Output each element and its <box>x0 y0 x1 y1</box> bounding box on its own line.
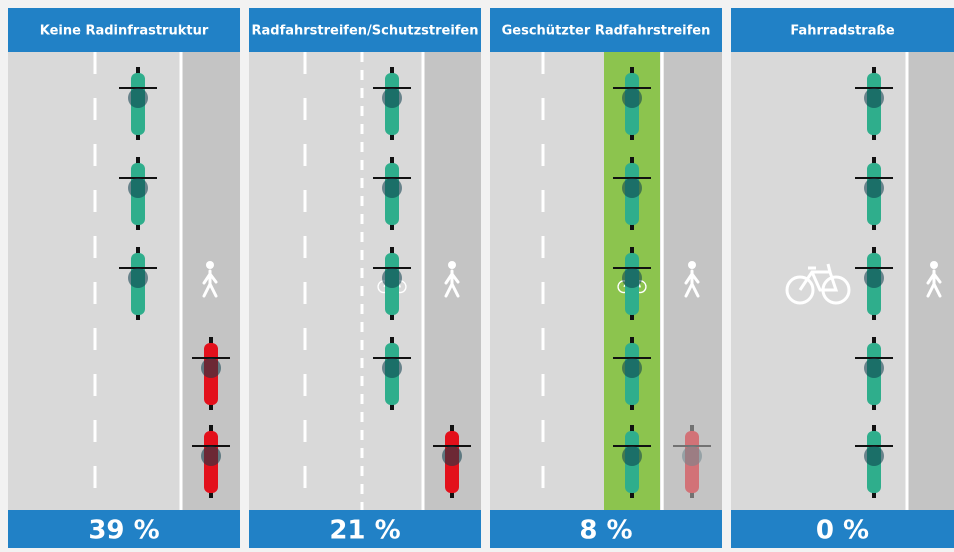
panel-header <box>8 8 240 52</box>
panel-header <box>731 8 954 52</box>
panel-share: 8 % <box>579 516 632 546</box>
panel-title: Fahrradstraße <box>790 24 895 39</box>
panel-share: 0 % <box>816 516 869 546</box>
panel-title: Radfahrstreifen/Schutzstreifen <box>251 24 478 39</box>
panel-header <box>249 8 481 52</box>
scene <box>8 52 954 510</box>
panel-title: Keine Radinfrastruktur <box>40 24 209 39</box>
panel-footer <box>490 510 722 548</box>
panel-title: Geschützter Radfahrstreifen <box>502 24 711 39</box>
headers: Keine Radinfrastruktur 39 % Radfahrstreife… <box>8 8 954 548</box>
panel-header <box>490 8 722 52</box>
panel-footer <box>731 510 954 548</box>
panel-footer <box>8 510 240 548</box>
panel-footer <box>249 510 481 548</box>
panel-share: 39 % <box>88 516 159 546</box>
panel-share: 21 % <box>329 516 400 546</box>
